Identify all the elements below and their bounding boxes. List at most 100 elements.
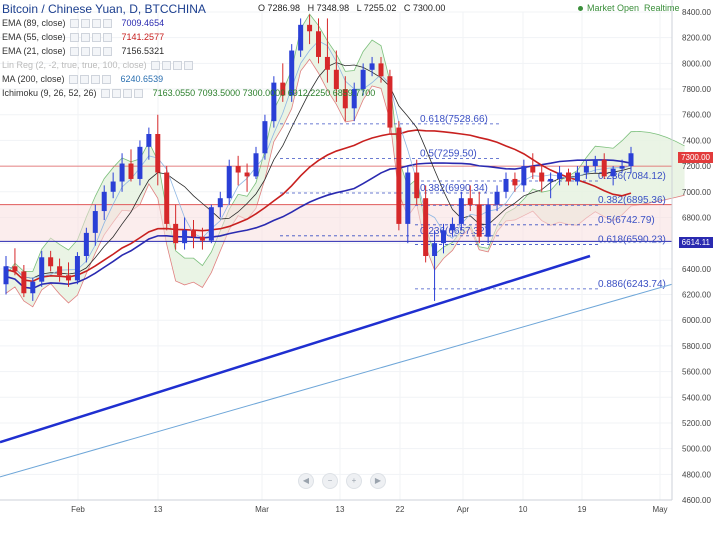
candle-body <box>307 24 313 32</box>
y-tick-label: 6000.00 <box>682 316 711 325</box>
candle-body <box>441 230 446 244</box>
legend-control-icon[interactable] <box>161 60 171 70</box>
ma200-line <box>0 283 673 478</box>
moving-average-line <box>5 129 632 283</box>
trendline <box>0 254 591 444</box>
candle-body <box>378 63 384 77</box>
legend-control-icon[interactable] <box>111 88 121 98</box>
candle-body <box>449 223 455 231</box>
candle-body <box>628 153 634 167</box>
x-tick-label: May <box>652 505 667 514</box>
fib-level-label: 0.236(6657.32) <box>420 226 488 237</box>
candle-body <box>458 198 464 224</box>
candle-body <box>610 168 616 177</box>
legend-control-icon[interactable] <box>79 74 89 84</box>
legend-control-icon[interactable] <box>102 18 112 28</box>
x-tick-label: Feb <box>71 505 85 514</box>
legend-control-icon[interactable] <box>69 18 79 28</box>
candle-body <box>271 82 277 122</box>
legend-control-icon[interactable] <box>69 46 79 56</box>
legend-control-icon[interactable] <box>150 60 160 70</box>
candle-body <box>226 166 232 199</box>
market-status: Market Open Realtime <box>578 3 680 13</box>
legend-control-icon[interactable] <box>80 46 90 56</box>
fib-level-label: 0.618(7528.66) <box>420 114 488 125</box>
legend-control-icon[interactable] <box>91 46 101 56</box>
candle-body <box>485 204 491 237</box>
candle-body <box>208 207 214 241</box>
candle-body <box>405 172 411 224</box>
y-tick-label: 8000.00 <box>682 59 711 68</box>
legend-control-icon[interactable] <box>69 32 79 42</box>
candle-body <box>244 172 250 177</box>
legend-control-icon[interactable] <box>102 32 112 42</box>
legend-control-icon[interactable] <box>68 74 78 84</box>
legend-item[interactable]: Ichimoku (9, 26, 52, 26) 7163.0550 7093.5… <box>2 86 375 100</box>
y-tick-label: 6400.00 <box>682 265 711 274</box>
candle-body <box>503 178 509 192</box>
scroll-left-icon[interactable]: ◀ <box>298 473 314 489</box>
candle-body <box>137 146 143 179</box>
y-tick-label: 7600.00 <box>682 111 711 120</box>
high-value: H 7348.98 <box>307 3 350 13</box>
candle-body <box>92 211 98 233</box>
legend-item-value: 7141.2577 <box>121 32 165 42</box>
fib-level-label: 0.886(6243.74) <box>598 279 666 290</box>
legend-control-icon[interactable] <box>101 74 111 84</box>
x-tick-label: Apr <box>457 505 470 514</box>
legend-control-icon[interactable] <box>91 18 101 28</box>
grid <box>0 11 672 501</box>
support-trendline <box>0 254 591 444</box>
candle-body <box>342 89 348 109</box>
legend-control-icon[interactable] <box>122 88 132 98</box>
zoom-out-icon[interactable]: − <box>322 473 338 489</box>
y-tick-label: 5600.00 <box>682 368 711 377</box>
candle-body <box>548 178 554 182</box>
x-tick-label: 10 <box>519 505 528 514</box>
legend-item-label: EMA (89, close) <box>2 18 66 28</box>
open-value: O 7286.98 <box>258 3 301 13</box>
legend-control-icon[interactable] <box>80 18 90 28</box>
legend-control-icon[interactable] <box>90 74 100 84</box>
legend-item-value: 7156.5321 <box>121 46 165 56</box>
legend-control-icon[interactable] <box>100 88 110 98</box>
legend-control-icon[interactable] <box>133 88 143 98</box>
legend-item-label: Lin Reg (2, -2, true, true, 100, close) <box>2 60 147 70</box>
zoom-in-icon[interactable]: + <box>346 473 362 489</box>
last-price-tag: 7300.00 <box>678 152 713 163</box>
y-tick-label: 7000.00 <box>682 188 711 197</box>
candle-body <box>432 243 438 256</box>
candle-body <box>110 181 116 192</box>
legend-control-icon[interactable] <box>183 60 193 70</box>
x-tick-label: 19 <box>578 505 587 514</box>
legend-control-icon[interactable] <box>91 32 101 42</box>
candle-body <box>512 178 518 186</box>
candle-body <box>494 191 500 205</box>
legend-item[interactable]: EMA (21, close) 7156.5321 <box>2 44 164 58</box>
legend-control-icon[interactable] <box>172 60 182 70</box>
scroll-right-icon[interactable]: ▶ <box>370 473 386 489</box>
candle-body <box>324 56 330 70</box>
candle-body <box>101 191 107 212</box>
candle-body <box>173 223 179 244</box>
legend-item[interactable]: EMA (55, close) 7141.2577 <box>2 30 164 44</box>
legend-item-label: EMA (21, close) <box>2 46 66 56</box>
legend-item[interactable]: EMA (89, close) 7009.4654 <box>2 16 164 30</box>
y-tick-label: 4600.00 <box>682 496 711 505</box>
legend-item[interactable]: MA (200, close) 6240.6539 <box>2 72 163 86</box>
candle-body <box>521 166 527 186</box>
candle-body <box>539 172 545 182</box>
x-tick-label: 13 <box>336 505 345 514</box>
y-tick-label: 7200.00 <box>682 162 711 171</box>
candle-body <box>414 172 420 199</box>
candle-body <box>619 166 625 169</box>
candle-body <box>128 163 134 179</box>
legend-item[interactable]: Lin Reg (2, -2, true, true, 100, close) <box>2 58 203 72</box>
candle-body <box>476 204 482 237</box>
legend-control-icon[interactable] <box>102 46 112 56</box>
candle-body <box>423 198 429 256</box>
y-tick-label: 5400.00 <box>682 393 711 402</box>
candle-body <box>592 159 598 167</box>
legend-control-icon[interactable] <box>80 32 90 42</box>
